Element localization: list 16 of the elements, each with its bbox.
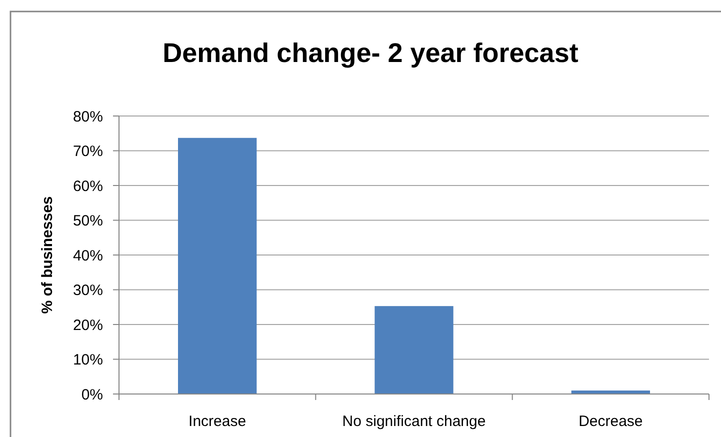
- y-tick-label: 80%: [72, 108, 103, 126]
- y-tick-label: 40%: [72, 247, 103, 264]
- y-tick-label: 10%: [72, 352, 103, 368]
- y-tick-label: 20%: [72, 316, 103, 334]
- y-tick-label: 60%: [72, 178, 103, 195]
- x-tick-label: Increase: [188, 413, 246, 430]
- y-tick-label: 50%: [72, 212, 103, 230]
- bar: [178, 138, 257, 394]
- bar: [374, 306, 454, 394]
- chart-title: Demand change- 2 year forecast: [162, 38, 578, 68]
- y-tick-label: 70%: [72, 143, 103, 160]
- y-axis-title: % of businesses: [39, 196, 56, 314]
- x-tick-label: Decrease: [578, 413, 643, 430]
- y-tick-label: 0%: [81, 386, 103, 404]
- x-tick-label: No significant change: [342, 413, 486, 430]
- y-tick-label: 30%: [72, 282, 103, 299]
